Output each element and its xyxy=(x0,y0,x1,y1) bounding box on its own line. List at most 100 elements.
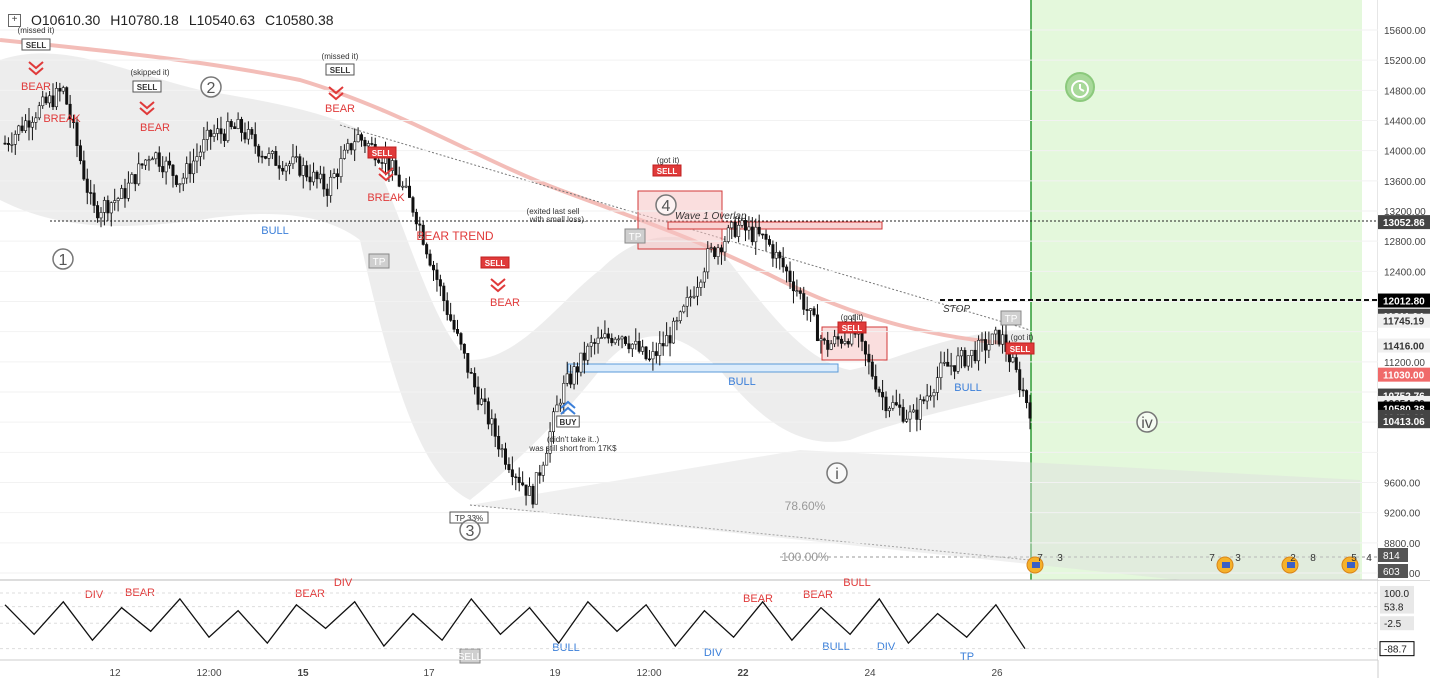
volume-label: 603 xyxy=(1383,567,1400,578)
candle-body xyxy=(298,156,302,176)
candle-body xyxy=(414,211,418,225)
candle-body xyxy=(774,252,778,259)
candle-body xyxy=(61,87,65,92)
signal-text-label: BREAK xyxy=(367,192,405,204)
candle-body xyxy=(990,333,994,345)
candle-body xyxy=(905,418,909,422)
signal-text-label: BEAR xyxy=(21,81,51,93)
wave-i-box xyxy=(821,326,888,361)
candle-body xyxy=(58,88,62,92)
candle-body xyxy=(397,174,401,187)
expand-icon[interactable]: + xyxy=(8,13,21,27)
candle-body xyxy=(219,128,223,135)
bear-chevron-icon xyxy=(328,86,344,95)
candle-body xyxy=(30,122,34,128)
candle-body xyxy=(322,173,326,190)
candle-body xyxy=(935,377,939,393)
price-marker-label: 10413.06 xyxy=(1383,417,1425,428)
annotation-note: (got it) xyxy=(841,313,864,322)
candle-body xyxy=(226,121,230,141)
price-marker-bg xyxy=(1378,215,1430,230)
sell-signal-label: SELL xyxy=(842,324,863,333)
candle-body xyxy=(946,361,950,367)
candle-body xyxy=(839,338,843,344)
candle-body xyxy=(953,365,957,372)
wave-label: i xyxy=(835,466,839,483)
candle-body xyxy=(72,118,76,123)
signal-text-label: BULL xyxy=(261,225,289,237)
candle-body xyxy=(401,185,405,188)
candle-body xyxy=(284,165,288,172)
candle-body xyxy=(966,355,970,367)
candle-body xyxy=(661,343,665,347)
candle-body xyxy=(1014,357,1018,370)
tp-label-bg xyxy=(624,228,646,244)
candle-body xyxy=(493,418,497,437)
wave-label: iv xyxy=(1141,415,1153,432)
candle-body xyxy=(582,352,586,361)
candle-body xyxy=(641,346,645,352)
candle-body xyxy=(726,227,730,242)
candle-body xyxy=(671,320,675,344)
signal-text-label: BEAR xyxy=(743,593,773,605)
candle-body xyxy=(843,340,847,344)
sell-signal-label-bg xyxy=(1005,342,1035,355)
candle-body xyxy=(829,343,833,350)
candle-body xyxy=(229,121,233,127)
volume-label-bg xyxy=(1378,564,1408,578)
candle-body xyxy=(637,340,641,352)
close-label: C xyxy=(265,12,276,28)
time-axis[interactable]: 12 12:00 15 17 19 12:00 22 24 26 xyxy=(109,668,1003,679)
signal-text-label: DIV xyxy=(877,641,896,653)
price-marker-label: 11030.00 xyxy=(1383,371,1425,382)
candle-body xyxy=(983,339,987,351)
candle-body xyxy=(922,399,926,402)
candle-body xyxy=(510,469,514,478)
annotation-layer: (missed it) SELL BEAR BREAK (skipped it) SELL… xyxy=(18,26,1035,664)
oscillator-line xyxy=(4,597,1026,650)
price-axis[interactable]: 15600.00 15200.00 14800.00 14400.00 14000.00… xyxy=(1378,0,1430,580)
candle-body xyxy=(99,212,103,219)
candle-body xyxy=(809,308,813,311)
candle-body xyxy=(120,188,124,199)
wave-labels: 1 2 3 4 i iv xyxy=(52,76,1158,541)
clock-icon[interactable] xyxy=(1065,72,1095,102)
candle-body xyxy=(394,160,398,176)
price-tick-label: 8800.00 xyxy=(1384,539,1421,550)
candle-body xyxy=(157,152,161,167)
candle-body xyxy=(390,160,394,171)
candle-body xyxy=(846,340,850,345)
price-axis-bg xyxy=(1378,0,1430,580)
candle-body xyxy=(826,340,830,350)
candle-body xyxy=(881,391,885,398)
candle-body xyxy=(147,159,151,162)
candle-body xyxy=(380,162,384,164)
candle-body xyxy=(301,165,305,176)
bull-chevron-icon xyxy=(560,406,576,415)
candle-body xyxy=(524,484,528,496)
price-marker-label: 12012.80 xyxy=(1383,297,1425,308)
oscillator-tick-bg xyxy=(1380,585,1414,600)
candle-body xyxy=(699,281,703,288)
sell-signal-label: SELL xyxy=(26,41,47,50)
wave-label-circle xyxy=(200,76,222,98)
candle-body xyxy=(308,176,312,183)
oscillator-tick-bg xyxy=(1380,616,1414,631)
candle-body xyxy=(116,198,120,201)
candle-body xyxy=(737,224,741,237)
candle-body xyxy=(908,411,912,420)
time-tick-label: 12:00 xyxy=(196,668,221,678)
candle-body xyxy=(6,143,10,145)
wave-label: 1 xyxy=(59,252,68,269)
candle-body xyxy=(233,126,237,129)
annotation-note: (missed it) xyxy=(322,52,359,61)
oscillator-tick-label: -88.7 xyxy=(1384,645,1407,656)
candle-body xyxy=(812,308,816,316)
wave-label-circle xyxy=(655,194,677,216)
bear-chevron-icon xyxy=(139,107,155,116)
candle-body xyxy=(987,344,991,351)
candle-body xyxy=(281,167,285,172)
signal-text-label: DIV xyxy=(704,647,723,659)
